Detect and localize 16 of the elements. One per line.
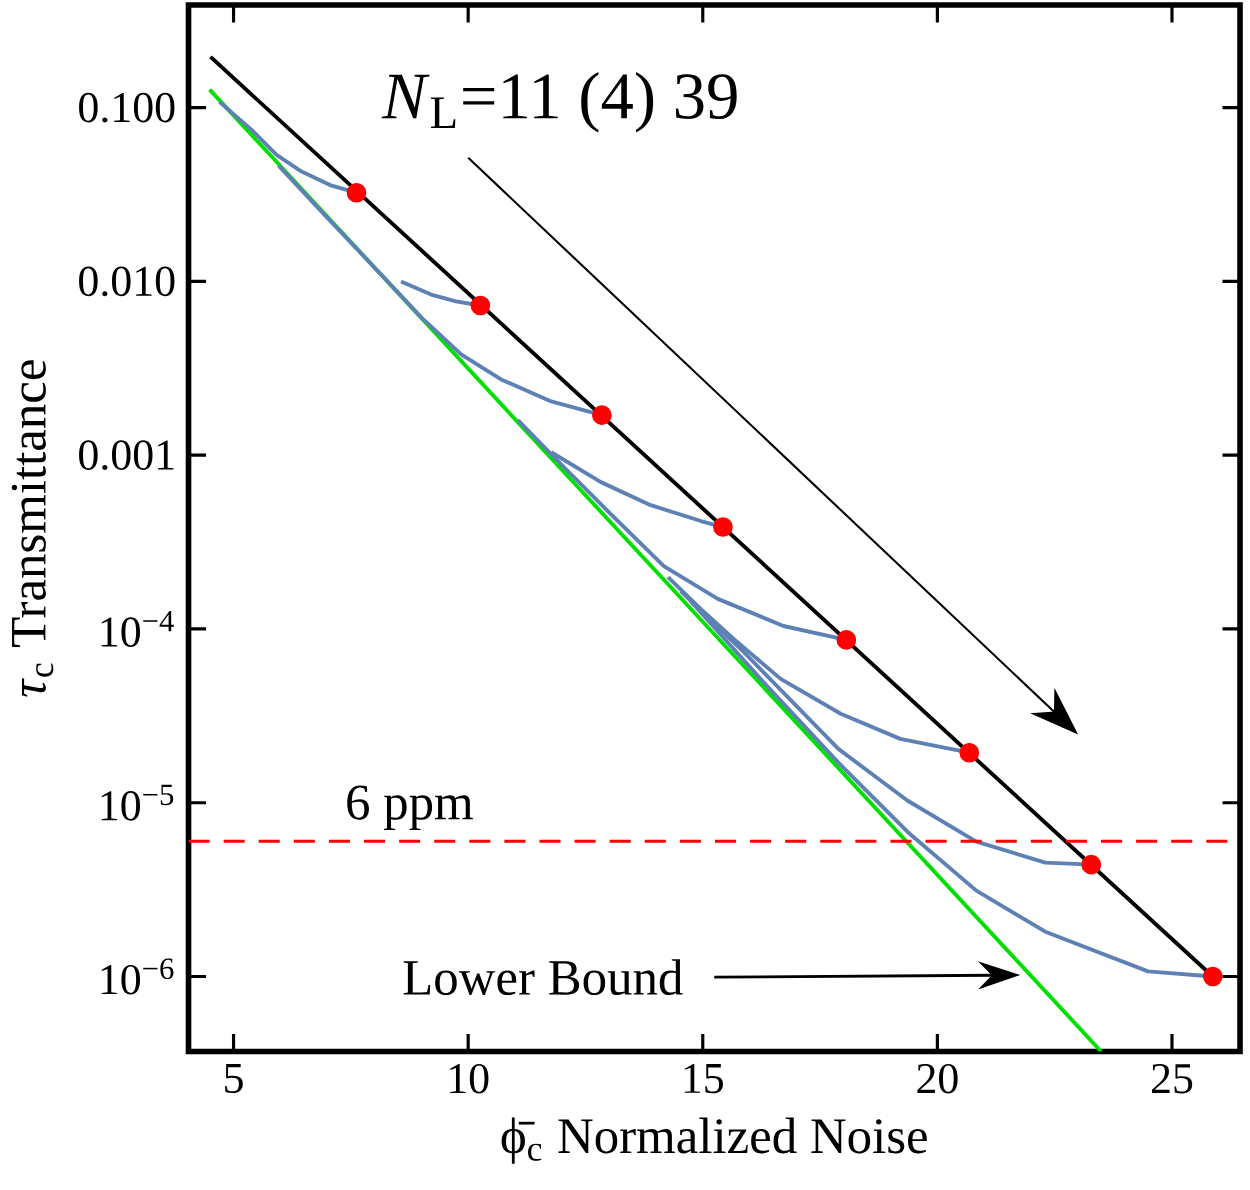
annotation: N$_{L}$=11 (4) 39 [381,71,737,133]
y-tick-label: 0.010 [79,266,175,297]
y-tick-label: 10$^{−6}$ [101,958,174,995]
x-axis-title: ϕ̄$_{c}$ Normalized Noise [501,1117,927,1164]
x-tick-label: 20 [917,1063,958,1094]
x-tick-label: 25 [1151,1063,1193,1094]
x-tick-label: 5 [225,1063,243,1093]
y-tick-label: 10$^{−4}$ [101,610,174,647]
y-axis-title: τ$_{c}$ Transmittance [11,360,54,697]
y-tick-label: 10$^{−5}$ [101,784,174,821]
y-tick-label: 0.100 [79,92,175,123]
ref-line-label: 6 ppm [347,785,473,830]
x-tick-label: 15 [684,1063,723,1094]
x-tick-label: 10 [450,1063,489,1094]
y-tick-label: 0.001 [79,440,174,470]
annotation: Lower Bound [403,959,683,995]
